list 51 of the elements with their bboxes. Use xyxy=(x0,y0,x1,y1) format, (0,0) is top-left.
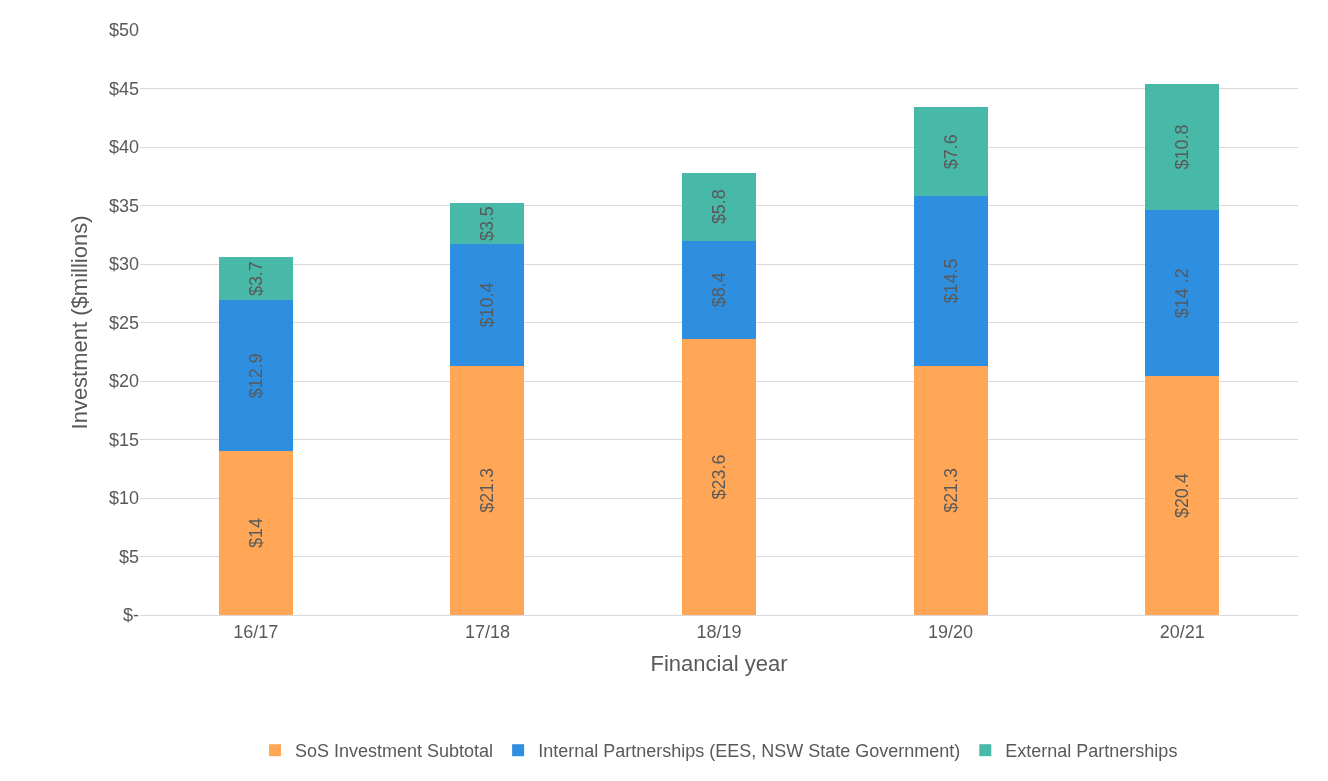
y-tick-label: $35 xyxy=(108,195,139,216)
bar xyxy=(1145,210,1220,377)
bar xyxy=(450,203,525,245)
data-label: $14.5 xyxy=(940,258,961,304)
legend-label: SoS Investment Subtotal xyxy=(295,741,494,762)
x-tick-label: 19/20 xyxy=(928,621,974,642)
x-tick-label: 18/19 xyxy=(696,621,742,642)
data-label: $21.3 xyxy=(477,467,498,513)
bar xyxy=(913,196,988,366)
bar xyxy=(913,107,988,197)
data-label: $20.4 xyxy=(1172,473,1193,519)
x-tick-label: 17/18 xyxy=(464,621,510,642)
y-tick-label: $5 xyxy=(118,546,139,567)
bar xyxy=(681,240,757,339)
bar xyxy=(450,365,525,615)
bar xyxy=(450,244,525,366)
bar xyxy=(913,365,988,615)
data-label: $7.6 xyxy=(940,134,961,170)
y-tick-label: $40 xyxy=(108,137,139,158)
data-label: $10.8 xyxy=(1172,124,1193,170)
x-tick-label: 16/17 xyxy=(233,621,279,642)
bar xyxy=(218,256,293,301)
data-label: $3.5 xyxy=(477,206,498,242)
data-label: $10.4 xyxy=(477,282,498,328)
y-tick-label: $- xyxy=(122,605,139,626)
x-tick-label: 20/21 xyxy=(1159,621,1205,642)
x-axis-title: Financial year xyxy=(650,651,788,677)
y-tick-label: $25 xyxy=(108,312,139,333)
bar xyxy=(218,451,293,615)
y-tick-label: $15 xyxy=(108,429,139,450)
data-label: $23.6 xyxy=(708,454,729,500)
y-tick-label: $30 xyxy=(108,254,139,275)
y-tick-label: $50 xyxy=(108,20,139,41)
bar xyxy=(681,172,757,241)
legend-label: Internal Partnerships (EES, NSW State Government) xyxy=(538,741,961,762)
data-label: $21.3 xyxy=(940,467,961,513)
data-label: $14 .2 xyxy=(1172,268,1193,319)
data-label: $12.9 xyxy=(245,353,266,399)
bar xyxy=(1145,83,1220,211)
data-label: $3.7 xyxy=(245,261,266,297)
y-tick-label: $10 xyxy=(108,488,139,509)
data-label: $8.4 xyxy=(708,272,729,308)
bar xyxy=(218,300,293,452)
data-label: $5.8 xyxy=(708,189,729,225)
y-axis-title: Investment ($millions) xyxy=(66,215,92,430)
data-label: $14 xyxy=(245,518,266,549)
legend-label: External Partnerships xyxy=(1005,741,1178,762)
y-tick-label: $45 xyxy=(108,78,139,99)
y-tick-label: $20 xyxy=(108,371,139,392)
bar xyxy=(681,338,757,615)
bar xyxy=(1145,376,1220,615)
